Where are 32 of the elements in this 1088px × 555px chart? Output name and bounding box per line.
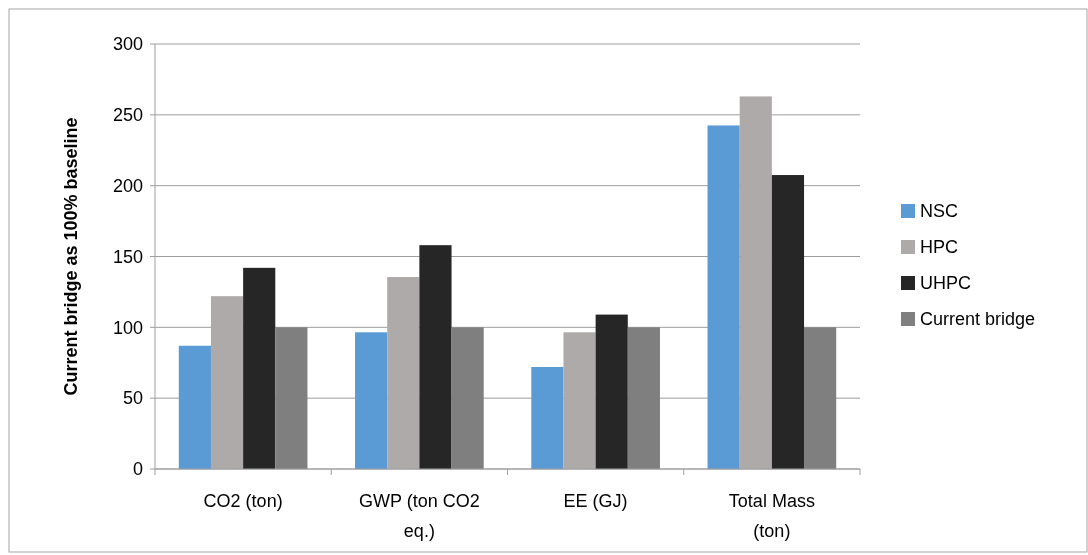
x-tick-label: Total Mass (ton) (728, 491, 815, 541)
x-tick-label: CO2 (ton) (203, 491, 283, 511)
y-tick-label: 150 (112, 246, 143, 267)
bar (387, 277, 420, 469)
legend-label: Current bridge (920, 309, 1036, 330)
legend-label: UHPC (920, 273, 972, 294)
bar (451, 327, 484, 469)
y-tick-label: 50 (122, 388, 143, 409)
bar (355, 332, 388, 469)
bar (707, 125, 740, 469)
bar (771, 175, 805, 469)
bar (243, 267, 276, 469)
bar (531, 367, 564, 469)
bar (210, 296, 244, 469)
y-tick-label: 200 (112, 175, 143, 196)
y-tick-label: 100 (112, 317, 143, 338)
legend-label: NSC (920, 201, 959, 222)
x-tick-label: GWP (ton CO2 eq.) (359, 491, 480, 541)
legend-label: HPC (920, 237, 959, 258)
bar (275, 327, 308, 469)
y-axis-title: Current bridge as 100% baseline (61, 117, 81, 396)
y-tick-label: 250 (112, 105, 143, 126)
bar (739, 96, 772, 469)
bar (563, 332, 596, 469)
bar (419, 245, 452, 469)
bar (804, 327, 837, 469)
bar (627, 327, 660, 469)
bar (595, 314, 628, 469)
y-tick-label: 0 (132, 459, 143, 480)
bar (178, 345, 211, 469)
x-tick-label: EE (GJ) (563, 491, 628, 511)
y-tick-label: 300 (112, 34, 143, 55)
